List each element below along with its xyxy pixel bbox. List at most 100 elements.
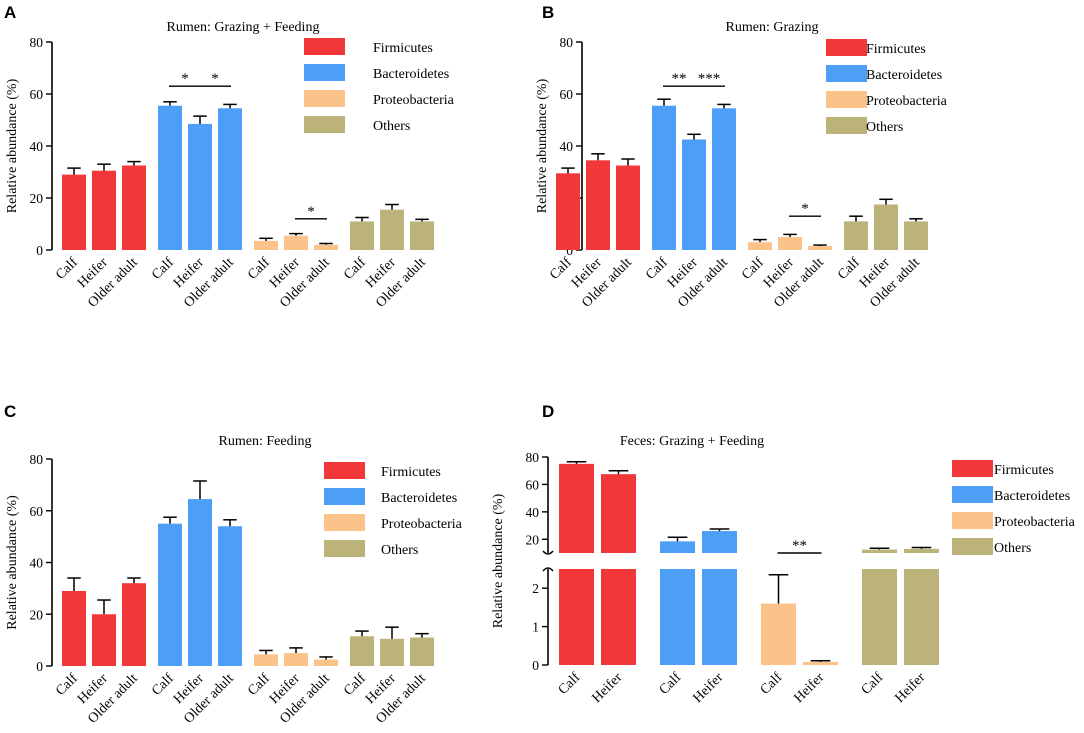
bar: [62, 174, 86, 250]
axis-break-mark: [542, 567, 554, 572]
y-axis-label: Relative abundance (%): [5, 495, 20, 630]
bar: [904, 569, 939, 665]
y-tick-label: 60: [30, 504, 44, 519]
y-tick-label: 60: [526, 477, 540, 492]
legend-swatch: [826, 117, 867, 134]
bar: [314, 244, 338, 250]
legend-swatch: [304, 116, 345, 133]
bar: [188, 499, 212, 666]
chart-panel-c: C Rumen: Feeding Relative abundance (%) 0 20…: [4, 402, 463, 727]
bar: [559, 569, 594, 665]
significance-label: **: [792, 538, 807, 554]
y-tick-label: 20: [526, 532, 540, 547]
x-tick-label: Calf: [758, 670, 786, 698]
bar: [559, 463, 594, 553]
bar: [862, 549, 897, 553]
legend-label: Firmicutes: [381, 465, 441, 480]
y-tick-label: 0: [532, 658, 539, 673]
bar: [92, 170, 116, 250]
bar: [350, 636, 374, 666]
bar: [808, 246, 832, 250]
axis-break-mark: [542, 550, 554, 555]
bar: [188, 123, 212, 250]
bar: [660, 541, 695, 553]
y-tick-label: 0: [566, 243, 573, 258]
y-tick-label: 80: [30, 35, 44, 50]
y-tick-label: 20: [30, 607, 44, 622]
bar: [601, 569, 636, 665]
legend-label: Bacteroidetes: [994, 489, 1070, 504]
legend-swatch: [324, 488, 365, 505]
y-axis-label: Relative abundance (%): [491, 493, 506, 628]
bar: [778, 237, 802, 250]
bar: [350, 221, 374, 250]
y-tick-label: 40: [30, 139, 44, 154]
y-tick-label: 1: [532, 620, 539, 635]
bar: [158, 105, 182, 250]
significance-label: **: [672, 71, 687, 87]
significance-label: *: [211, 71, 219, 87]
legend-label: Proteobacteria: [866, 94, 948, 109]
panel-letter: C: [4, 402, 16, 421]
y-tick-label: 0: [36, 659, 43, 674]
legend-label: Proteobacteria: [381, 517, 463, 532]
bar: [380, 209, 404, 250]
x-tick-label: Heifer: [589, 670, 625, 706]
bar: [410, 221, 434, 250]
legend-swatch: [304, 90, 345, 107]
significance-label: ***: [698, 71, 721, 87]
bar: [748, 242, 772, 250]
bar: [218, 526, 242, 666]
legend-swatch: [952, 512, 993, 529]
legend-label: Bacteroidetes: [866, 68, 942, 83]
bar: [380, 638, 404, 666]
y-tick-label: 80: [560, 35, 574, 50]
legend-swatch: [826, 39, 867, 56]
bar: [122, 583, 146, 666]
bar: [761, 603, 796, 665]
bar: [702, 531, 737, 553]
legend-swatch: [952, 486, 993, 503]
bar: [556, 173, 580, 250]
x-tick-label: Heifer: [892, 670, 928, 706]
legend-swatch: [324, 514, 365, 531]
legend-swatch: [304, 38, 345, 55]
legend-label: Proteobacteria: [994, 515, 1076, 530]
chart-panel-d: D Feces: Grazing + Feeding Relative abunda…: [491, 402, 1076, 706]
bar: [874, 204, 898, 250]
bar: [62, 590, 86, 666]
y-tick-label: 80: [30, 452, 44, 467]
bar: [92, 614, 116, 666]
bar: [218, 108, 242, 250]
bar: [660, 569, 695, 665]
y-tick-label: 40: [560, 139, 574, 154]
bar: [702, 569, 737, 665]
legend-label: Others: [373, 119, 410, 134]
legend-label: Bacteroidetes: [381, 491, 457, 506]
y-tick-label: 80: [526, 450, 540, 465]
x-tick-label: Calf: [556, 670, 584, 698]
bar: [682, 139, 706, 250]
legend-label: Proteobacteria: [373, 93, 455, 108]
bar: [158, 523, 182, 666]
bar: [803, 661, 838, 665]
chart-title: Rumen: Grazing + Feeding: [167, 20, 320, 35]
bar: [284, 653, 308, 666]
bar: [712, 108, 736, 250]
bar: [254, 240, 278, 250]
chart-title: Rumen: Grazing: [726, 20, 819, 35]
significance-label: *: [801, 201, 809, 217]
x-tick-label: Calf: [657, 670, 685, 698]
y-tick-label: 40: [526, 505, 540, 520]
bar: [616, 165, 640, 250]
bar: [904, 221, 928, 250]
legend-swatch: [952, 538, 993, 555]
y-tick-label: 20: [30, 191, 44, 206]
legend-label: Firmicutes: [373, 41, 433, 56]
chart-title: Rumen: Feeding: [219, 434, 312, 449]
y-axis-label: Relative abundance (%): [535, 78, 550, 213]
panel-letter: D: [542, 402, 554, 421]
chart-title: Feces: Grazing + Feeding: [620, 434, 764, 449]
legend-label: Others: [866, 120, 903, 135]
bar: [844, 221, 868, 250]
